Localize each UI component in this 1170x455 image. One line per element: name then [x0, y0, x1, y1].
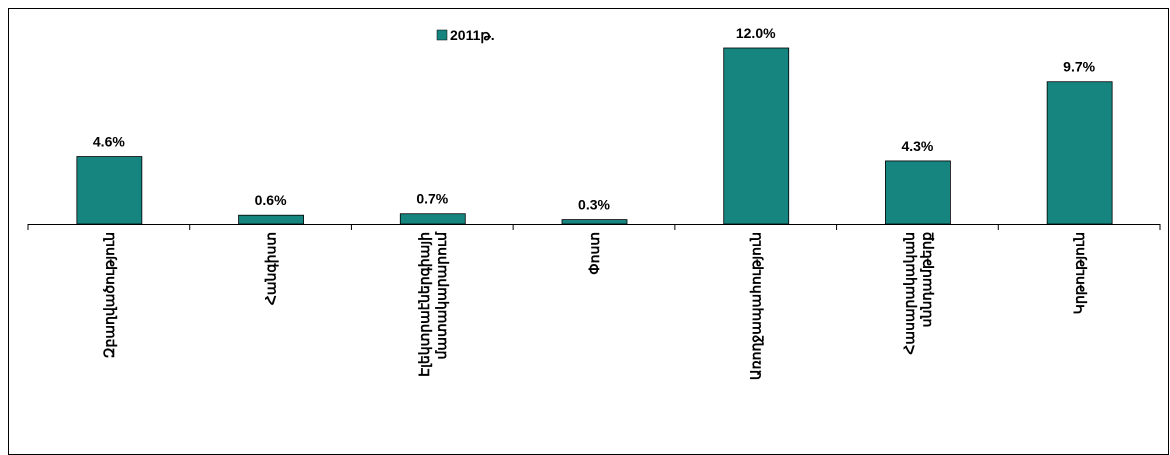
x-tick-label: Զբաղվածություն — [101, 232, 118, 358]
bar — [399, 213, 466, 225]
value-label: 12.0% — [736, 25, 776, 41]
x-tick-label: Էլեկտրաէներգիայի — [416, 232, 433, 377]
x-tick-label: Առողջապահություն — [748, 232, 765, 380]
value-label: 4.6% — [93, 134, 125, 150]
x-tick-label: Կրթություն — [1071, 232, 1088, 314]
x-tick-label: Հասարակական — [901, 232, 918, 355]
legend-swatch — [436, 29, 448, 41]
bar — [561, 219, 628, 225]
bar — [1046, 81, 1113, 225]
bar — [76, 156, 143, 225]
chart-frame — [8, 8, 1169, 455]
x-tick-label: մատակարարում — [433, 231, 450, 360]
bar — [723, 47, 790, 225]
value-label: 0.6% — [255, 192, 287, 208]
value-label: 0.7% — [416, 191, 448, 207]
x-tick-label: Հանգիստ — [263, 232, 280, 305]
bar — [238, 214, 304, 225]
x-tick-label: սննդամթերք — [918, 232, 935, 327]
value-label: 4.3% — [901, 138, 933, 154]
value-label: 9.7% — [1063, 59, 1095, 75]
bar — [885, 160, 951, 225]
value-label: 0.3% — [578, 197, 610, 213]
legend-label: 2011թ. — [450, 27, 495, 44]
x-tick-label: Փոստ — [586, 232, 602, 275]
